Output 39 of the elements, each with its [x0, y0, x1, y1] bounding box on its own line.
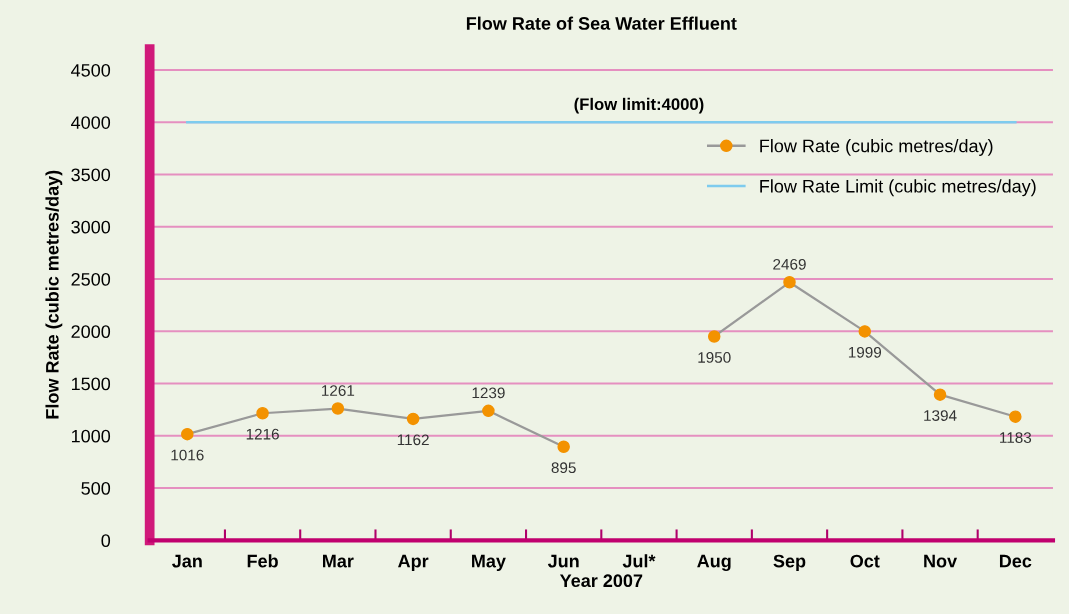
- y-tick-label: 1500: [71, 377, 111, 391]
- y-tick-label: 3500: [71, 168, 111, 182]
- chart-title: Flow Rate of Sea Water Effluent: [466, 16, 737, 30]
- data-label: 895: [551, 462, 576, 474]
- legend-label: Flow Rate Limit (cubic metres/day): [760, 179, 1036, 197]
- data-label: 1239: [472, 387, 505, 399]
- annotation: (Flow limit:4000): [574, 97, 704, 114]
- y-tick-label: 0: [101, 534, 111, 548]
- y-tick-label: 500: [81, 482, 111, 495]
- y-tick-label: 1000: [71, 429, 111, 443]
- data-label: 1216: [246, 428, 279, 440]
- x-tick-label: May: [472, 554, 506, 572]
- data-label: 1183: [1000, 432, 1032, 444]
- data-label: 1394: [924, 410, 957, 421]
- data-label: 1162: [397, 434, 429, 446]
- y-tick-label: 2500: [71, 272, 111, 286]
- x-tick-label: Aug: [697, 554, 731, 572]
- y-axis-title: Flow Rate (cubic metres/day): [45, 170, 63, 419]
- y-tick-label: 2000: [71, 325, 111, 339]
- x-tick-label: Jan: [172, 554, 202, 568]
- data-label: 1016: [171, 449, 204, 461]
- x-tick-label: Oct: [850, 554, 880, 568]
- data-label: 2469: [773, 258, 806, 270]
- x-tick-label: Jun: [547, 554, 579, 568]
- data-label: 1950: [698, 352, 731, 363]
- x-tick-label: Mar: [323, 554, 354, 568]
- y-tick-label: 3000: [71, 220, 111, 234]
- x-tick-label: Dec: [999, 554, 1032, 568]
- legend-label: Flow Rate (cubic metres/day): [760, 139, 993, 156]
- data-label: 1261: [322, 385, 355, 396]
- data-label: 1999: [848, 346, 882, 358]
- x-tick-label: Sep: [773, 554, 806, 572]
- x-tick-label: Nov: [924, 554, 958, 568]
- y-tick-label: 4000: [71, 116, 111, 129]
- y-tick-label: 4500: [71, 63, 111, 77]
- x-tick-label: Apr: [398, 554, 429, 572]
- x-axis-title: Year 2007: [559, 574, 643, 588]
- x-tick-label: Feb: [247, 554, 278, 568]
- x-tick-label: Jul*: [622, 554, 656, 568]
